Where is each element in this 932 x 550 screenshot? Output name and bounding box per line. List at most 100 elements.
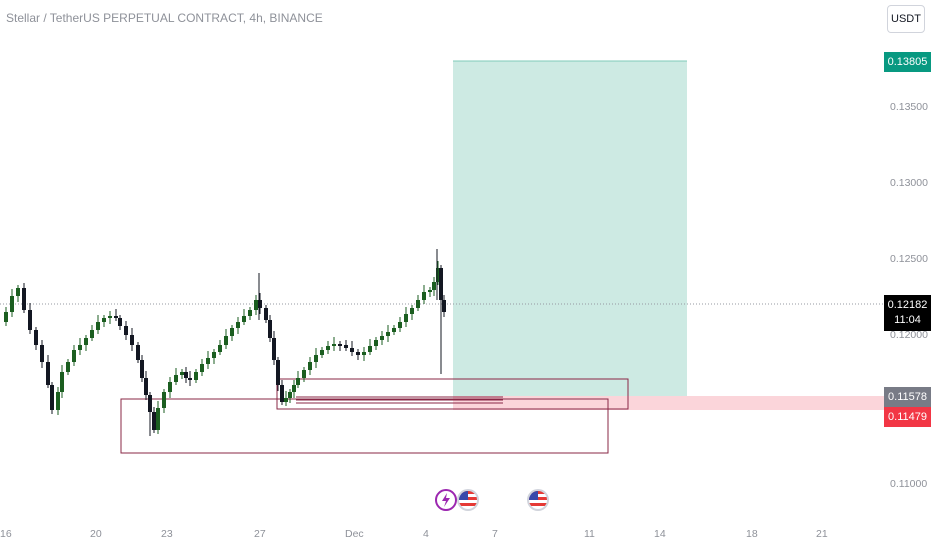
candle-body: [344, 345, 348, 348]
candle-body: [66, 362, 70, 372]
candle-body: [284, 398, 288, 402]
candle-body: [332, 344, 336, 346]
candle-body: [422, 292, 426, 300]
candle-body: [362, 352, 366, 355]
candle-body: [50, 385, 54, 410]
candle-body: [398, 322, 402, 328]
candle-body: [130, 335, 134, 345]
candle-body: [428, 290, 432, 292]
us-flag-event-icon-1[interactable]: [457, 489, 479, 511]
candle-body: [224, 336, 228, 345]
candle-body: [308, 362, 312, 370]
lightning-event-icon[interactable]: [435, 489, 457, 511]
candle-body: [404, 314, 408, 322]
candle-body: [236, 322, 240, 328]
target-price-value: 0.13805: [887, 55, 928, 68]
candle-body: [136, 345, 140, 360]
price-axis-label-0.125: 0.12500: [890, 253, 928, 265]
chart-title: Stellar / TetherUS PERPETUAL CONTRACT, 4…: [6, 11, 323, 25]
candle-body: [296, 378, 300, 385]
candle-body: [180, 372, 184, 375]
candle-body: [174, 375, 178, 382]
candle-body: [302, 370, 306, 378]
candle-body: [268, 320, 272, 338]
candle-body: [4, 312, 8, 322]
candle-body: [16, 288, 20, 296]
candle-body: [10, 296, 14, 312]
candle-body: [84, 338, 88, 345]
current-price-tag: 0.12182 11:04: [884, 295, 931, 331]
candle-body: [188, 378, 192, 380]
entry-price-value: 0.11578: [888, 390, 927, 403]
candle-body: [258, 300, 262, 308]
candle-body: [374, 340, 378, 346]
candle-body: [436, 268, 440, 282]
candle-body: [152, 412, 156, 430]
target-zone: [453, 61, 687, 397]
candle-body: [114, 316, 118, 318]
candle-body: [108, 316, 112, 318]
candle-body: [356, 352, 360, 355]
target-price-tag: 0.13805: [884, 52, 931, 72]
candle-body: [206, 358, 210, 364]
time-axis-label-16: 16: [0, 528, 12, 540]
price-axis-label-0.120: 0.12000: [890, 329, 928, 341]
candle-body: [410, 308, 414, 314]
candle-body: [254, 300, 258, 310]
candle-body: [442, 300, 446, 312]
candle-body: [248, 310, 252, 316]
candle-body: [392, 328, 396, 332]
time-axis-label-23: 23: [161, 528, 173, 540]
candle-body: [72, 350, 76, 362]
candle-body: [144, 378, 148, 395]
candle-body: [200, 364, 204, 372]
us-flag-event-icon-2[interactable]: [527, 489, 549, 511]
candle-body: [102, 318, 106, 322]
candle-body: [338, 344, 342, 346]
candle-body: [194, 372, 198, 380]
candle-body: [90, 330, 94, 338]
lightning-icon: [442, 493, 450, 507]
candle-body: [368, 346, 372, 352]
candle-body: [34, 330, 38, 345]
stop-zone: [453, 396, 884, 410]
candle-body: [242, 316, 246, 322]
candle-body: [386, 332, 390, 336]
currency-button[interactable]: USDT: [887, 5, 925, 33]
demand-box-upper: [276, 378, 629, 410]
candle-body: [96, 322, 100, 330]
candle-body: [350, 348, 354, 352]
candle-body: [380, 336, 384, 340]
candle-body: [184, 372, 188, 378]
time-axis-label-7: 7: [492, 528, 498, 540]
time-axis-label-18: 18: [746, 528, 758, 540]
flag-canton: [459, 491, 468, 500]
bar-countdown: 11:04: [894, 314, 921, 326]
time-axis-label-21: 21: [816, 528, 828, 540]
stop-price-value: 0.11479: [888, 410, 927, 423]
candle-body: [28, 310, 32, 330]
candle-body: [272, 338, 276, 360]
candle-body: [140, 360, 144, 378]
candle-body: [168, 382, 172, 392]
candle-body: [292, 385, 296, 392]
candle-body: [60, 372, 64, 392]
candle-body: [432, 282, 436, 290]
candle-body: [118, 318, 122, 326]
candle-body: [22, 288, 26, 310]
candle-body: [320, 350, 324, 355]
demand-box-large: [120, 398, 609, 454]
time-axis-label-20: 20: [90, 528, 102, 540]
time-axis-label-4: 4: [423, 528, 429, 540]
time-axis-label-27: 27: [254, 528, 266, 540]
candle-body: [78, 345, 82, 350]
candle-body: [124, 326, 128, 335]
current-price-value: 0.12182: [887, 299, 928, 311]
candle-body: [416, 300, 420, 308]
candle-body: [46, 362, 50, 385]
candle-body: [156, 408, 160, 430]
candle-body: [276, 360, 280, 385]
candle-body: [218, 345, 222, 352]
price-axis-label-0.110: 0.11000: [890, 478, 928, 490]
